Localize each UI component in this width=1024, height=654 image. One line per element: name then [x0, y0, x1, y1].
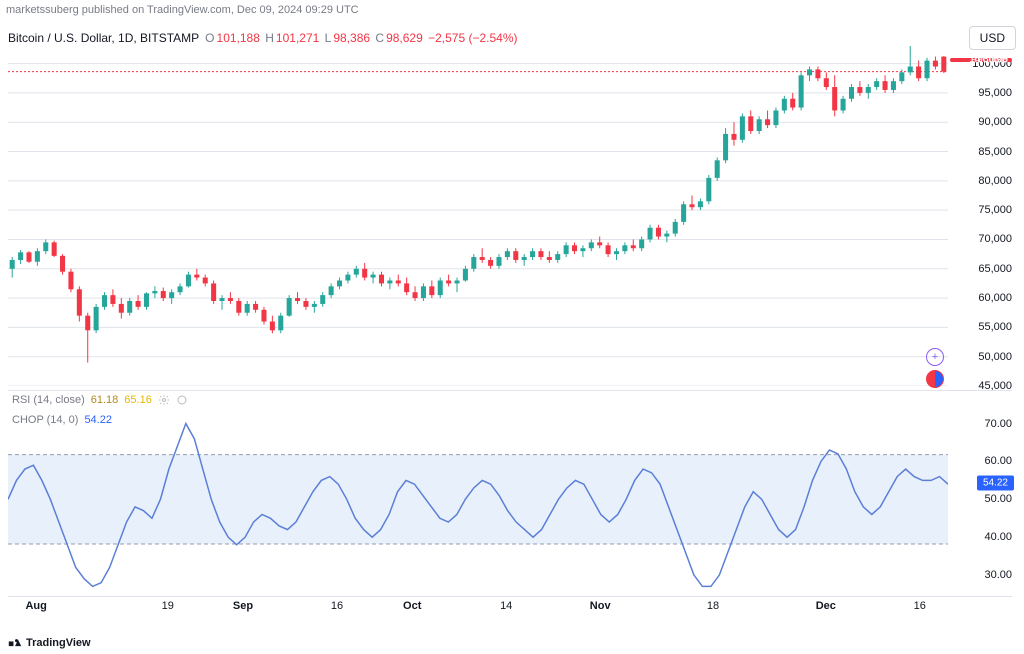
chop-chart[interactable] [8, 416, 948, 594]
last-price-tag: BTCUSD98,62914:30:08 [950, 58, 1012, 62]
symbol-title[interactable]: Bitcoin / U.S. Dollar, 1D, BITSTAMP [8, 31, 199, 45]
ohlc-readout: O101,188 H101,271 L98,386 C98,629 −2,575… [205, 31, 519, 45]
chart-badges[interactable]: + [926, 348, 944, 392]
chop-current-tag: 54.22 [977, 476, 1014, 491]
tv-logo-icon [8, 636, 22, 650]
flag-badge-icon[interactable] [926, 370, 944, 388]
tradingview-logo[interactable]: TradingView [8, 636, 91, 650]
rsi-value-1: 61.18 [91, 394, 119, 406]
time-x-axis[interactable]: Aug19Sep16Oct14Nov18Dec16 [8, 600, 948, 620]
gear-icon[interactable] [158, 394, 170, 406]
price-y-axis[interactable]: 45,00050,00055,00060,00065,00070,00075,0… [950, 46, 1016, 386]
rsi-value-2: 65.16 [124, 394, 152, 406]
price-chart[interactable] [8, 46, 948, 386]
circle-icon[interactable] [176, 394, 188, 406]
publish-meta: marketssuberg published on TradingView.c… [6, 4, 359, 16]
plus-badge-icon[interactable]: + [926, 348, 944, 366]
chop-y-axis[interactable]: 30.0040.0050.0060.0070.0054.22 [950, 416, 1016, 594]
pane-separator[interactable] [8, 390, 1012, 391]
x-axis-separator [8, 596, 1012, 597]
rsi-indicator-header[interactable]: RSI (14, close) 61.18 65.16 [12, 394, 188, 406]
rsi-label: RSI (14, close) [12, 394, 85, 406]
